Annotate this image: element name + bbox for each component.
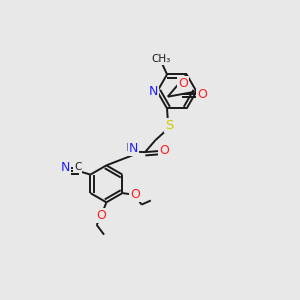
Text: N: N: [148, 85, 158, 98]
Text: S: S: [165, 119, 173, 132]
Text: C: C: [74, 162, 81, 172]
Text: CH₃: CH₃: [152, 54, 171, 64]
Text: N: N: [61, 161, 70, 174]
Text: O: O: [178, 77, 188, 90]
Text: O: O: [197, 88, 207, 100]
Text: O: O: [159, 144, 169, 157]
Text: H: H: [126, 143, 134, 153]
Text: N: N: [129, 142, 138, 155]
Text: O: O: [96, 209, 106, 222]
Text: O: O: [130, 188, 140, 201]
